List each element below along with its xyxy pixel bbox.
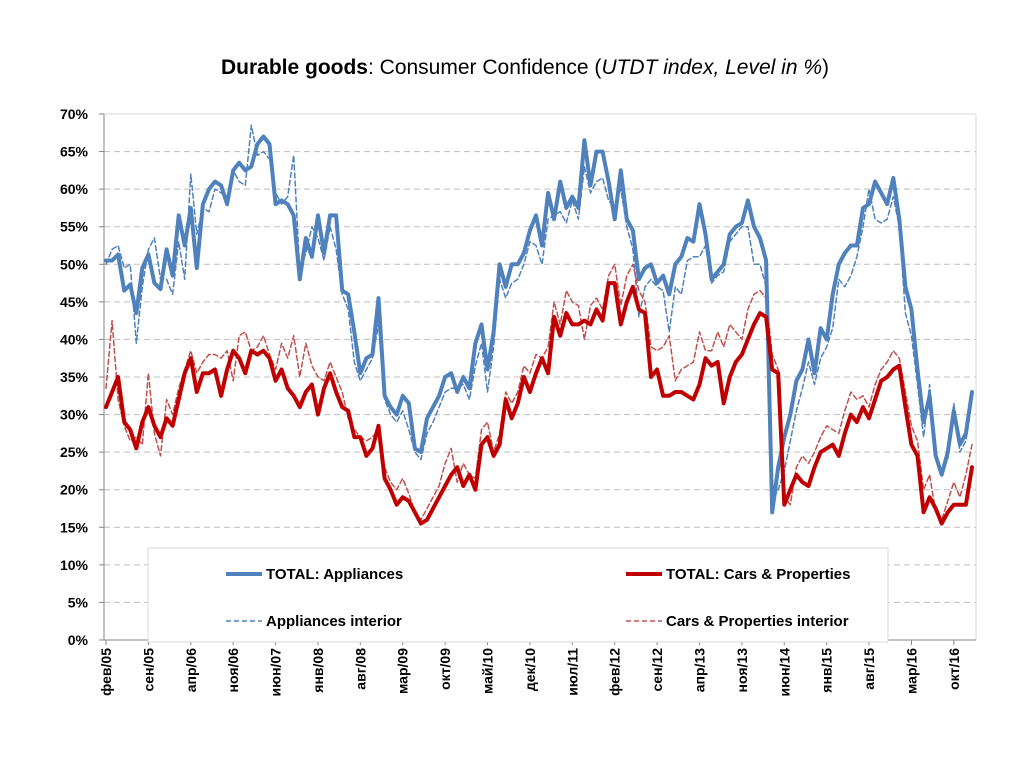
- y-tick-label: 60%: [60, 181, 89, 197]
- x-tick-label: авг/08: [352, 648, 368, 690]
- y-tick-label: 5%: [68, 594, 89, 610]
- y-tick-label: 10%: [60, 557, 89, 573]
- x-tick-label: июл/11: [564, 648, 580, 696]
- legend: TOTAL: Appliances TOTAL: Cars & Propertie…: [147, 547, 889, 643]
- legend-label-0: TOTAL: Appliances: [266, 566, 403, 583]
- x-tick-label: янв/08: [310, 648, 326, 693]
- x-axis: фев/05 сен/05 апр/06 ноя/06 июн/07 янв/08 авг/…: [98, 639, 976, 697]
- chart-title-sep: : Consumer Confidence (: [367, 56, 602, 79]
- x-tick-label: янв/15: [819, 648, 835, 693]
- series-line-2: [105, 124, 973, 502]
- series-line-3: [105, 263, 973, 521]
- x-tick-label: июн/14: [776, 648, 792, 697]
- x-tick-label: окт/16: [946, 648, 962, 690]
- y-axis: 0% 5% 10% 15% 20% 25% 30% 35% 40% 45% 50% 55% 60% 65%…: [60, 106, 105, 648]
- chart-title: Durable goods: Consumer Confidence (UTDT…: [0, 56, 1024, 80]
- x-tick-label: апр/06: [183, 648, 199, 692]
- legend-box: [147, 547, 889, 643]
- legend-label-2: Appliances interior: [266, 613, 402, 630]
- x-tick-label: мар/09: [395, 648, 411, 694]
- series-line-1: [104, 281, 974, 526]
- y-tick-label: 50%: [60, 256, 89, 272]
- x-tick-label: ноя/13: [734, 648, 750, 693]
- x-tick-label: мар/16: [903, 648, 919, 694]
- y-tick-label: 35%: [60, 369, 89, 385]
- x-tick-label: фев/12: [607, 648, 623, 696]
- y-tick-label: 25%: [60, 444, 89, 460]
- legend-label-3: Cars & Properties interior: [666, 613, 849, 630]
- y-tick-label: 15%: [60, 519, 89, 535]
- y-tick-label: 45%: [60, 294, 89, 310]
- x-tick-label: сен/05: [140, 648, 156, 692]
- chart-title-bold: Durable goods: [220, 56, 368, 79]
- y-tick-label: 20%: [60, 482, 89, 498]
- x-tick-label: апр/13: [691, 648, 707, 692]
- x-tick-label: сен/12: [649, 648, 665, 692]
- x-tick-label: июн/07: [268, 648, 284, 697]
- y-tick-label: 70%: [60, 106, 89, 122]
- series-lines: [104, 124, 974, 526]
- series-line-0: [104, 134, 974, 515]
- x-tick-label: дек/10: [522, 648, 538, 691]
- y-tick-label: 30%: [60, 407, 89, 423]
- y-tick-label: 0%: [68, 632, 89, 648]
- y-tick-label: 55%: [60, 219, 89, 235]
- x-tick-label: ноя/06: [225, 648, 241, 693]
- y-tick-label: 40%: [60, 331, 89, 347]
- legend-label-1: TOTAL: Cars & Properties: [666, 566, 850, 583]
- chart-title-italic: UTDT index, Level in %: [601, 56, 823, 79]
- x-tick-label: авг/15: [861, 648, 877, 690]
- x-tick-label: май/10: [480, 648, 496, 694]
- x-tick-label: фев/05: [98, 648, 114, 696]
- x-tick-label: окт/09: [437, 648, 453, 690]
- y-tick-label: 65%: [60, 144, 89, 160]
- chart-title-close: ): [822, 56, 830, 79]
